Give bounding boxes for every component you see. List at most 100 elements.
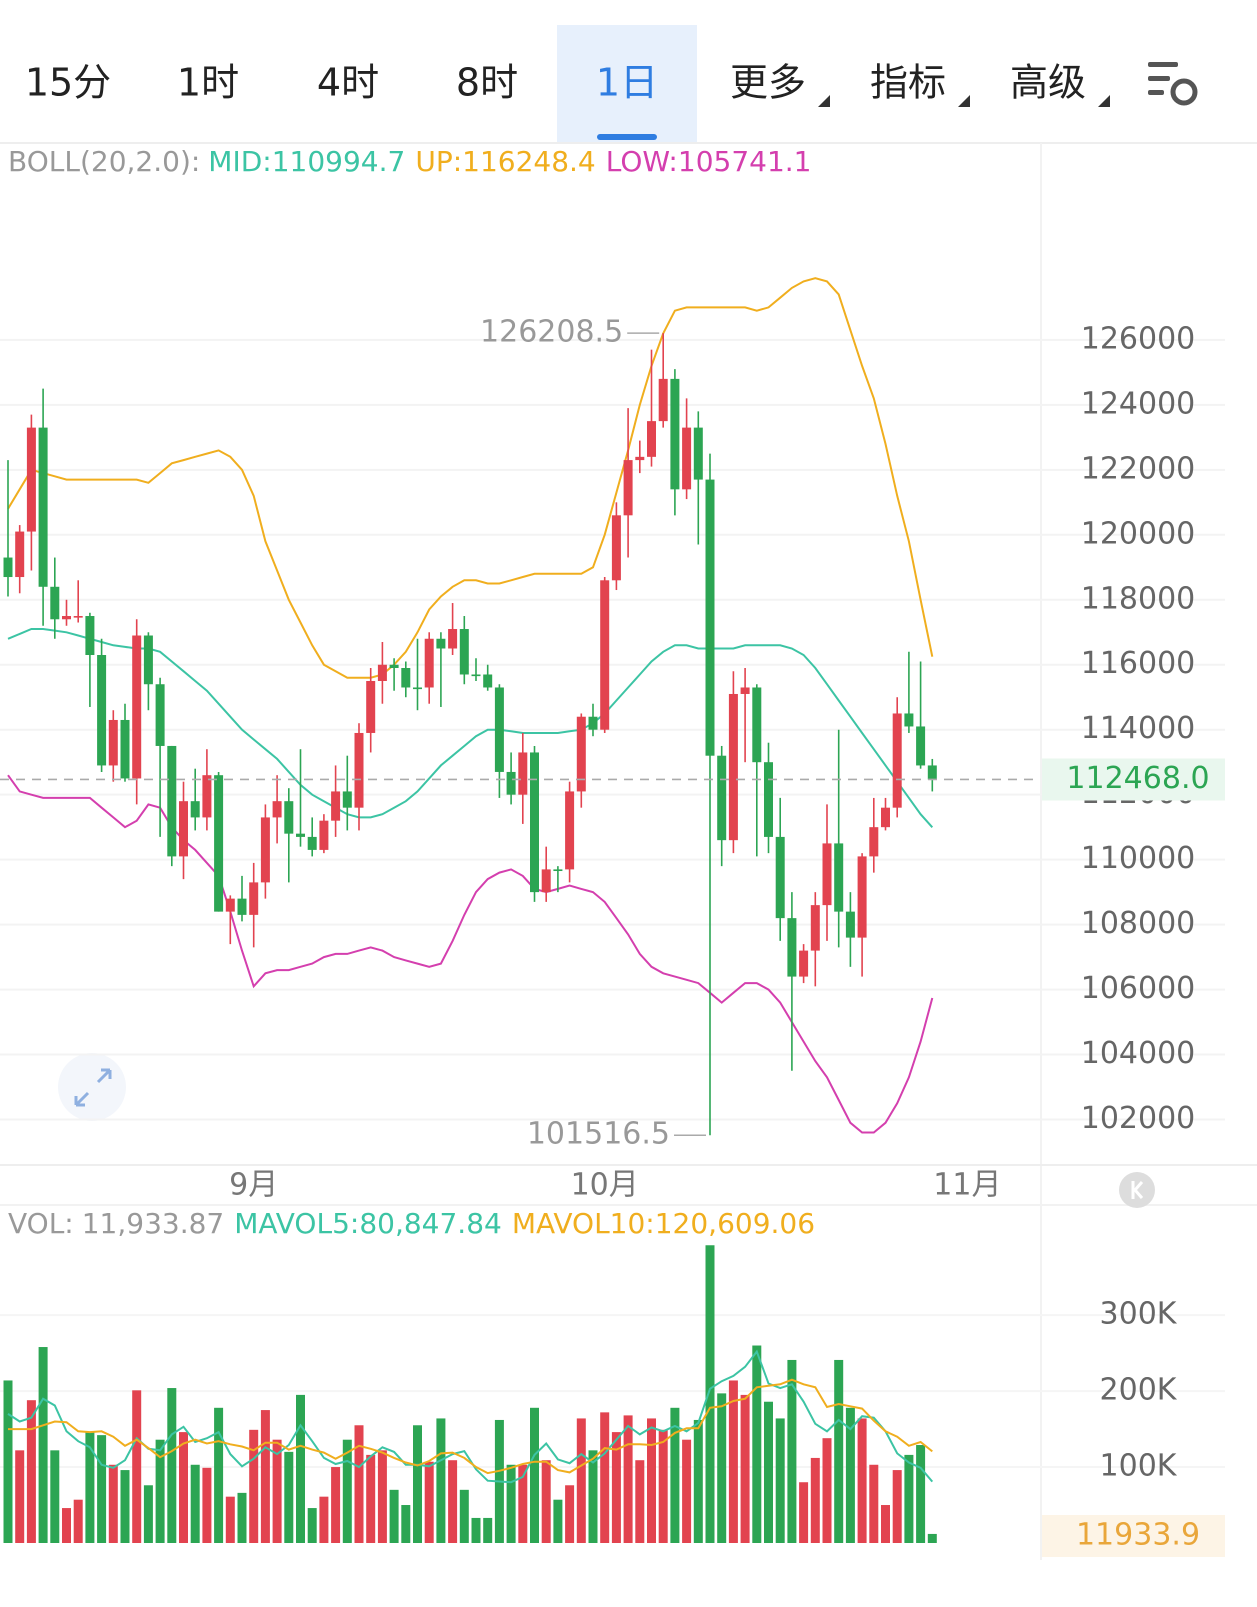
candle-body xyxy=(436,638,446,649)
volume-bar xyxy=(62,1508,71,1543)
candle-body xyxy=(377,664,387,681)
indicator-name: MID: xyxy=(208,145,271,178)
candle-body xyxy=(38,427,48,587)
volume-bar xyxy=(73,1499,83,1543)
tab[interactable]: 更多 xyxy=(730,61,830,108)
volume-bar xyxy=(670,1407,680,1543)
volume-bar xyxy=(506,1464,516,1543)
tab[interactable]: 指标 xyxy=(870,61,970,108)
volume-bar xyxy=(120,1470,130,1543)
candle-body xyxy=(214,775,224,912)
candle-body xyxy=(799,950,809,977)
volume-bar xyxy=(740,1394,750,1543)
candle xyxy=(413,638,422,711)
candle-body xyxy=(752,687,762,763)
candle xyxy=(307,817,317,857)
candle-body xyxy=(331,791,341,821)
volume-bar xyxy=(331,1467,341,1543)
candle-body xyxy=(623,460,633,516)
candle-body xyxy=(179,801,188,857)
candle xyxy=(26,414,36,571)
band-line xyxy=(7,774,934,1134)
candle xyxy=(3,460,13,597)
volume-bar xyxy=(132,1390,142,1543)
candle-body xyxy=(740,687,750,694)
candle xyxy=(647,349,656,467)
volume-bar xyxy=(377,1450,387,1543)
volume-bar xyxy=(705,1245,715,1543)
candle-body xyxy=(635,456,645,461)
candle-body xyxy=(108,719,118,766)
tab-active-bg xyxy=(557,25,697,142)
candle-body xyxy=(927,765,937,780)
volume-bar xyxy=(342,1439,352,1543)
candle xyxy=(284,788,294,883)
volume-bar xyxy=(471,1517,481,1543)
reset-button[interactable] xyxy=(1119,1172,1155,1208)
candle-body xyxy=(249,882,259,915)
volume-bar xyxy=(413,1425,422,1543)
candle xyxy=(775,797,785,941)
y-tick-label: 114000 xyxy=(1081,711,1196,746)
x-tick-label: 9月 xyxy=(229,1168,278,1203)
volume-bar xyxy=(448,1460,458,1543)
reset-icon xyxy=(1131,1181,1144,1199)
volume-bar xyxy=(272,1439,282,1543)
volume-bar xyxy=(635,1460,645,1543)
volume-bar xyxy=(799,1482,809,1543)
candle-body xyxy=(143,635,153,685)
volume-bar xyxy=(892,1470,902,1543)
candle-body xyxy=(588,716,598,730)
candle xyxy=(50,557,60,639)
candle xyxy=(530,745,539,902)
indicator-value: 116248.4 xyxy=(462,145,596,178)
candle xyxy=(342,755,352,831)
last-price-tag xyxy=(1042,758,1225,801)
settings-icon[interactable] xyxy=(1148,62,1198,106)
candle-body xyxy=(389,664,399,668)
tab[interactable]: 1日 xyxy=(557,25,697,142)
candle-body xyxy=(705,479,715,756)
tab[interactable]: 1时 xyxy=(177,61,239,105)
candle xyxy=(377,642,387,704)
candle-body xyxy=(319,820,329,850)
dropdown-mark xyxy=(818,95,830,107)
candle xyxy=(682,398,692,500)
candle-body xyxy=(366,680,376,733)
candle xyxy=(553,866,563,893)
candle xyxy=(845,892,855,967)
volume-bar xyxy=(483,1517,493,1543)
candle xyxy=(752,684,762,857)
volume-name: VOL: xyxy=(8,1207,74,1240)
candle-body xyxy=(845,911,855,938)
candle xyxy=(62,599,71,626)
candle-body xyxy=(892,713,902,808)
tab[interactable]: 高级 xyxy=(1010,61,1110,108)
tab[interactable]: 8时 xyxy=(456,61,518,105)
tab[interactable]: 4时 xyxy=(317,61,379,105)
candle-body xyxy=(506,771,516,795)
ma-value: 80,847.84 xyxy=(359,1207,502,1240)
candle xyxy=(459,616,469,685)
expand-button[interactable] xyxy=(58,1053,126,1121)
candle-body xyxy=(120,719,130,779)
tab[interactable]: 15分 xyxy=(25,61,111,105)
volume-bar xyxy=(822,1438,832,1543)
candle xyxy=(354,723,364,831)
candle xyxy=(857,853,867,977)
volume-bar xyxy=(50,1450,60,1543)
volume-bar xyxy=(647,1418,656,1543)
candle xyxy=(576,713,586,808)
tab-label: 高级 xyxy=(1010,61,1086,105)
candle-body xyxy=(401,667,411,688)
volume-bar xyxy=(927,1533,937,1543)
candle xyxy=(97,638,107,772)
y-tick-label: 122000 xyxy=(1081,451,1196,486)
candle-body xyxy=(869,827,879,857)
candle xyxy=(904,651,914,733)
tab-active-indicator xyxy=(597,134,657,140)
volume-bar xyxy=(389,1489,399,1543)
indicator-value: 110994.7 xyxy=(272,145,406,178)
candle-body xyxy=(190,801,200,818)
